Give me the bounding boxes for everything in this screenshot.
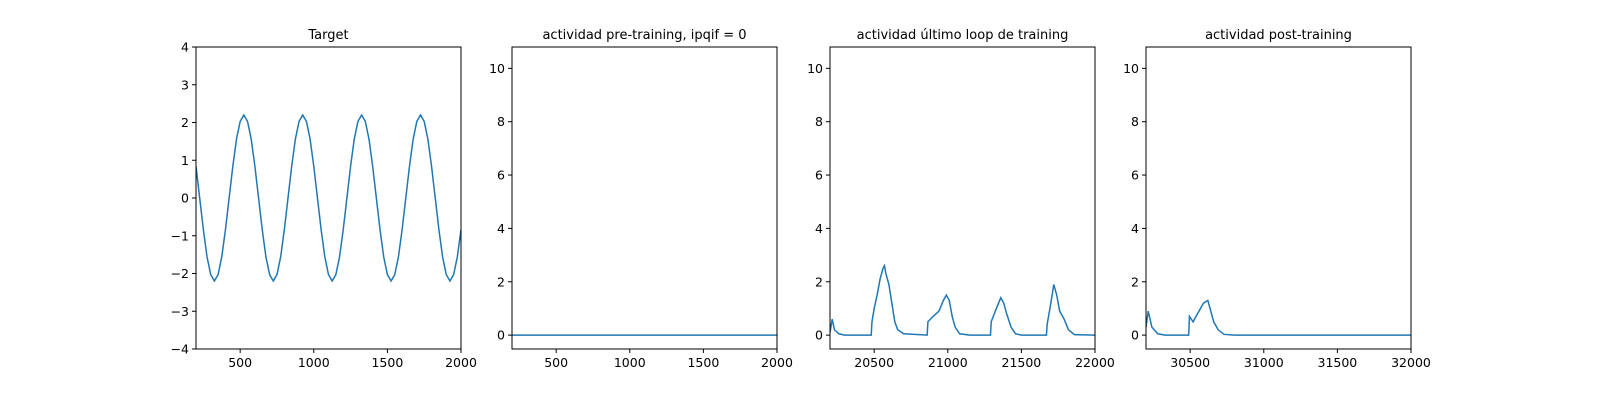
y-tick-label: 8	[497, 114, 505, 129]
y-tick-label: 10	[1123, 61, 1139, 76]
y-tick-label: −3	[171, 304, 189, 319]
y-tick-label: 2	[181, 115, 189, 130]
x-tick-label: 500	[228, 355, 252, 370]
y-tick-label: 8	[815, 114, 823, 129]
y-tick-label: −1	[171, 228, 189, 243]
x-tick-label: 1500	[687, 355, 719, 370]
y-tick-label: 0	[497, 328, 505, 343]
y-tick-label: 4	[1131, 221, 1139, 236]
y-tick-label: 10	[489, 61, 505, 76]
y-tick-label: 4	[497, 221, 505, 236]
x-tick-label: 32000	[1391, 355, 1431, 370]
x-tick-label: 22000	[1075, 355, 1115, 370]
y-tick-label: 6	[815, 168, 823, 183]
y-tick-label: 10	[807, 61, 823, 76]
y-tick-label: 3	[181, 77, 189, 92]
x-tick-label: 30500	[1170, 355, 1210, 370]
data-line	[196, 113, 461, 283]
y-tick-label: 8	[1131, 114, 1139, 129]
y-tick-label: −4	[171, 342, 189, 357]
x-tick-label: 31000	[1244, 355, 1284, 370]
x-tick-label: 1500	[371, 355, 403, 370]
axes-frame	[1145, 46, 1412, 350]
axes-frame	[511, 46, 778, 350]
subplot-title: actividad post-training	[1205, 28, 1352, 43]
subplot: actividad post-training 30500 31000 31500 32…	[1123, 28, 1431, 370]
y-tick-label: 2	[1131, 274, 1139, 289]
subplot-title: actividad pre-training, ipqif = 0	[542, 28, 746, 43]
x-tick-label: 2000	[761, 355, 793, 370]
x-tick-label: 31500	[1318, 355, 1358, 370]
plot-area	[830, 263, 1095, 336]
y-tick-label: 2	[815, 274, 823, 289]
x-tick-label: 1000	[614, 355, 646, 370]
y-tick-label: 4	[181, 40, 189, 55]
subplot-title: actividad último loop de training	[857, 28, 1069, 43]
y-tick-label: 0	[1131, 328, 1139, 343]
x-tick-label: 1000	[298, 355, 330, 370]
data-line	[830, 263, 1095, 336]
subplot: actividad pre-training, ipqif = 0 500 1000…	[489, 28, 793, 370]
subplot: Target 500 1000 1500 2000 −4 −3 −2 −1 0 1 2 3 4	[171, 28, 477, 370]
x-tick-label: 21000	[928, 355, 968, 370]
subplot-title: Target	[307, 28, 348, 43]
y-tick-label: 0	[181, 191, 189, 206]
x-tick-label: 20500	[854, 355, 894, 370]
y-tick-label: 4	[815, 221, 823, 236]
x-tick-label: 2000	[445, 355, 477, 370]
x-tick-label: 21500	[1002, 355, 1042, 370]
axes-frame	[829, 46, 1096, 350]
axes-frame	[195, 46, 462, 350]
y-tick-label: 1	[181, 153, 189, 168]
data-line	[1146, 299, 1411, 336]
plot-area	[196, 113, 461, 283]
y-tick-label: −2	[171, 266, 189, 281]
y-tick-label: 6	[1131, 168, 1139, 183]
plot-area	[1146, 299, 1411, 336]
x-tick-label: 500	[544, 355, 568, 370]
y-tick-label: 2	[497, 274, 505, 289]
y-tick-label: 0	[815, 328, 823, 343]
y-tick-label: 6	[497, 168, 505, 183]
